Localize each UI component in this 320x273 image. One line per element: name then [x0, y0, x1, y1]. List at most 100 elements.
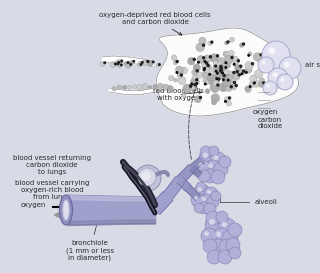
Circle shape [177, 69, 183, 76]
Circle shape [153, 84, 157, 89]
Polygon shape [177, 177, 191, 191]
Circle shape [259, 78, 265, 84]
Circle shape [198, 202, 210, 214]
Circle shape [249, 86, 251, 87]
Circle shape [126, 63, 131, 68]
Circle shape [263, 81, 277, 95]
Circle shape [233, 73, 240, 80]
Circle shape [147, 61, 148, 62]
Circle shape [122, 85, 127, 90]
Circle shape [197, 187, 202, 192]
Circle shape [202, 62, 207, 67]
Circle shape [207, 74, 214, 81]
Circle shape [222, 73, 230, 81]
Circle shape [253, 53, 262, 61]
Circle shape [204, 203, 216, 215]
Circle shape [259, 81, 264, 87]
Circle shape [203, 44, 204, 46]
Circle shape [211, 191, 221, 201]
Circle shape [220, 69, 222, 71]
Circle shape [248, 55, 250, 56]
Circle shape [203, 57, 205, 59]
Circle shape [227, 75, 233, 81]
Circle shape [213, 61, 218, 65]
Circle shape [222, 78, 231, 87]
Circle shape [156, 64, 159, 67]
Polygon shape [143, 88, 157, 94]
Circle shape [205, 160, 221, 176]
Circle shape [209, 71, 215, 77]
Circle shape [216, 211, 228, 223]
Circle shape [209, 77, 217, 85]
Polygon shape [164, 177, 184, 199]
Circle shape [227, 79, 229, 81]
Circle shape [222, 70, 226, 73]
Circle shape [138, 168, 156, 186]
Circle shape [213, 155, 218, 160]
Circle shape [207, 190, 211, 194]
Circle shape [176, 61, 178, 63]
Polygon shape [113, 56, 130, 63]
Circle shape [213, 67, 222, 76]
Circle shape [118, 62, 120, 63]
Text: blood vessel returning
carbon dioxide
to lungs: blood vessel returning carbon dioxide to… [13, 155, 91, 175]
Text: carbon dioxide: carbon dioxide [72, 214, 124, 220]
Circle shape [236, 71, 238, 73]
Circle shape [210, 83, 219, 92]
Circle shape [210, 239, 226, 255]
Circle shape [213, 69, 222, 78]
Circle shape [196, 83, 197, 84]
Circle shape [245, 86, 250, 91]
Circle shape [138, 61, 142, 66]
Circle shape [209, 219, 215, 225]
Circle shape [258, 57, 274, 73]
Circle shape [204, 83, 206, 85]
Text: blood vessel carrying
oxygen-rich blood
from lungs: blood vessel carrying oxygen-rich blood … [15, 180, 89, 200]
Circle shape [233, 64, 235, 65]
Circle shape [196, 79, 198, 81]
Circle shape [206, 68, 214, 76]
Circle shape [124, 61, 128, 66]
Circle shape [194, 96, 201, 103]
Text: red blood cells
with oxygen: red blood cells with oxygen [153, 88, 204, 101]
Circle shape [191, 83, 193, 85]
Circle shape [137, 84, 143, 90]
Circle shape [140, 64, 142, 65]
Circle shape [234, 71, 238, 75]
Circle shape [253, 82, 255, 84]
Circle shape [194, 196, 198, 200]
Circle shape [176, 72, 178, 73]
Circle shape [207, 196, 219, 208]
Circle shape [281, 78, 284, 82]
Circle shape [233, 72, 235, 73]
Circle shape [203, 64, 209, 70]
Text: carbon
dioxide: carbon dioxide [258, 117, 283, 129]
Circle shape [203, 169, 217, 183]
Circle shape [217, 72, 218, 74]
Circle shape [190, 78, 197, 85]
Circle shape [204, 67, 210, 73]
Circle shape [224, 97, 230, 102]
Text: oxygen: oxygen [253, 109, 278, 115]
Circle shape [208, 163, 213, 168]
Circle shape [196, 43, 204, 52]
Circle shape [245, 87, 251, 93]
Circle shape [130, 60, 134, 64]
Circle shape [232, 56, 238, 62]
Circle shape [220, 65, 222, 67]
Circle shape [148, 85, 152, 89]
Circle shape [203, 69, 205, 71]
Circle shape [230, 54, 234, 58]
Circle shape [199, 194, 213, 208]
Circle shape [202, 197, 206, 201]
Circle shape [225, 85, 232, 92]
Circle shape [228, 81, 235, 88]
Circle shape [188, 57, 195, 65]
Circle shape [263, 82, 265, 84]
Circle shape [141, 61, 143, 63]
Circle shape [215, 67, 220, 72]
Circle shape [284, 62, 290, 67]
Circle shape [213, 63, 220, 71]
Circle shape [220, 70, 222, 72]
Circle shape [260, 54, 262, 56]
